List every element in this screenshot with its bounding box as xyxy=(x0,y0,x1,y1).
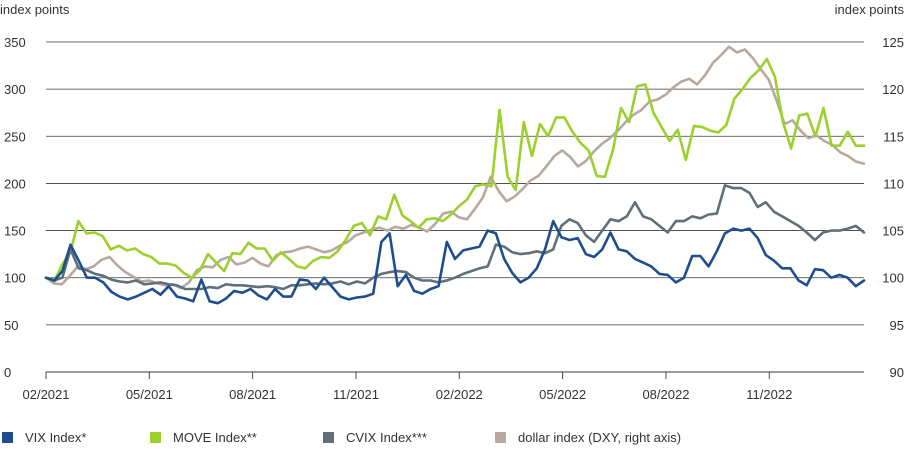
x-tick-label: 02/2021 xyxy=(23,387,70,402)
series-line xyxy=(44,45,866,290)
left-tick-label: 300 xyxy=(4,82,26,97)
legend-item-dxy: dollar index (DXY, right axis) xyxy=(495,428,681,446)
left-tick-label: 350 xyxy=(4,35,26,50)
left-tick-label: 250 xyxy=(4,129,26,144)
left-tick-label: 50 xyxy=(4,318,18,333)
line-chart: 0 50 100 150 200 250 300 350 90 95 100 105 110 115 12… xyxy=(0,2,905,402)
legend-swatch-dxy xyxy=(495,431,506,443)
x-tick-label: 02/2022 xyxy=(436,387,483,402)
series-line xyxy=(44,184,866,291)
right-axis-label: index points xyxy=(835,2,905,17)
left-tick-label: 0 xyxy=(4,365,11,380)
series-lines xyxy=(44,45,866,305)
legend-swatch-cvix xyxy=(323,431,334,443)
legend-swatch-move xyxy=(150,431,161,443)
series-line xyxy=(44,219,866,305)
right-tick-label: 105 xyxy=(882,224,904,239)
left-tick-label: 150 xyxy=(4,224,26,239)
right-tick-label: 110 xyxy=(883,176,904,191)
left-axis-label: index points xyxy=(0,2,70,17)
legend-swatch-vix xyxy=(2,431,13,443)
x-tick-label: 08/2021 xyxy=(229,387,276,402)
right-axis-ticks: 90 95 100 105 110 115 120 125 xyxy=(882,35,904,380)
legend-label-dxy: dollar index (DXY, right axis) xyxy=(518,429,682,445)
legend-item-vix: VIX Index* xyxy=(2,428,86,446)
legend: VIX Index* MOVE Index** CVIX Index*** do… xyxy=(0,428,907,448)
legend-label-move: MOVE Index** xyxy=(173,429,257,445)
right-tick-label: 90 xyxy=(890,365,904,380)
legend-label-vix: VIX Index* xyxy=(25,429,87,445)
series-line xyxy=(44,57,866,283)
x-tick-label: 05/2021 xyxy=(126,387,173,402)
right-tick-label: 100 xyxy=(882,271,904,286)
x-axis: 02/2021 05/2021 08/2021 11/2021 02/2022 05/20… xyxy=(23,371,864,402)
legend-item-cvix: CVIX Index*** xyxy=(323,428,427,446)
gridlines xyxy=(46,41,864,326)
right-tick-label: 120 xyxy=(882,82,904,97)
x-tick-label: 11/2022 xyxy=(746,387,792,402)
left-tick-label: 100 xyxy=(4,271,26,286)
left-axis-ticks: 0 50 100 150 200 250 300 350 xyxy=(4,35,26,380)
legend-label-cvix: CVIX Index*** xyxy=(346,429,427,445)
x-tick-label: 11/2021 xyxy=(333,387,379,402)
x-tick-label: 08/2022 xyxy=(642,387,689,402)
left-tick-label: 200 xyxy=(4,176,26,191)
legend-item-move: MOVE Index** xyxy=(150,428,257,446)
right-tick-label: 115 xyxy=(883,129,904,144)
right-tick-label: 125 xyxy=(882,35,904,50)
x-tick-label: 05/2022 xyxy=(539,387,586,402)
right-tick-label: 95 xyxy=(890,318,904,333)
